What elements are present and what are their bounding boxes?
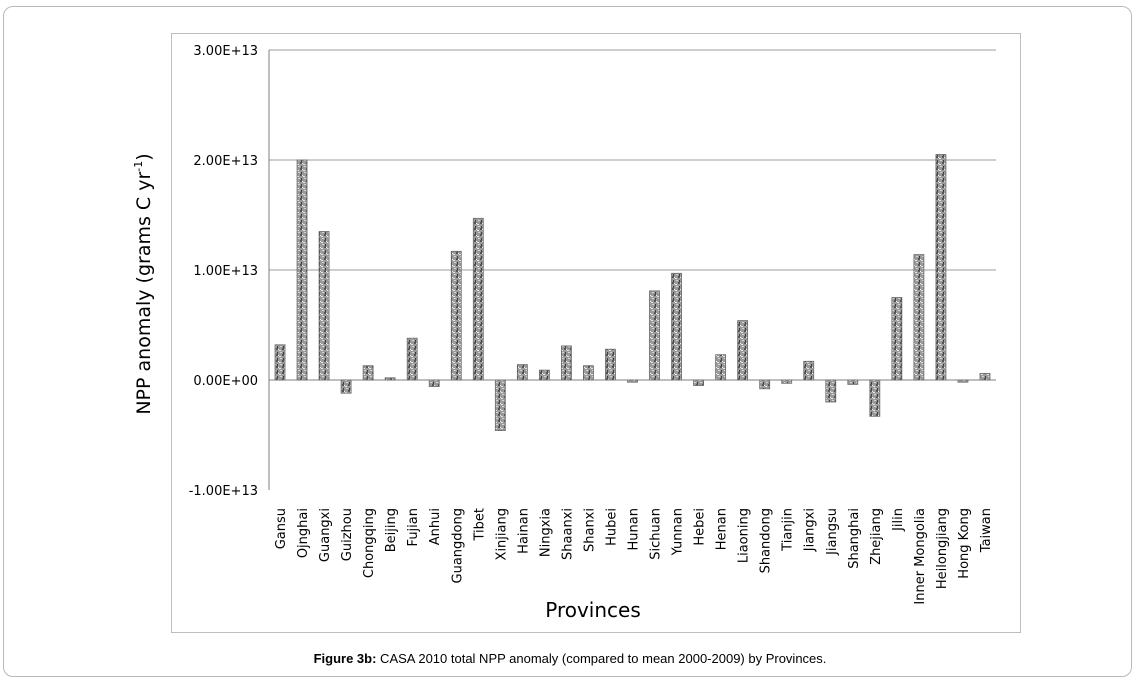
- x-tick-label: Inner Mongolia: [913, 508, 928, 605]
- x-tick-label: Tianjin: [781, 508, 796, 552]
- y-axis-label-superscript: -1: [132, 161, 145, 172]
- x-tick-label: Hubei: [604, 508, 619, 546]
- x-tick-label: Hainan: [516, 508, 531, 554]
- bar-hubei: [605, 348, 616, 381]
- y-tick-label: 3.00E+13: [193, 44, 258, 59]
- bar-shanxi: [583, 365, 594, 381]
- y-tick-label: 2.00E+13: [193, 154, 258, 169]
- bar-jiangsu: [825, 379, 837, 403]
- x-tick-label: Zhejiang: [869, 508, 884, 565]
- y-tick-label: 0.00E+00: [193, 374, 258, 389]
- x-tick-label: Jiangsu: [825, 508, 840, 556]
- tick-labels: 3.00E+13 2.00E+13 1.00E+13 0.00E+00 -1.00E+1…: [189, 44, 994, 605]
- chart-area-border: [171, 33, 1021, 633]
- bar-inner-mongolia: [913, 254, 925, 381]
- bar-ojnghai: [296, 159, 308, 381]
- bar-jiangxi: [803, 360, 815, 381]
- bar-guizhou: [340, 379, 352, 394]
- bar-fujian: [406, 337, 418, 381]
- x-tick-label: Guangdong: [450, 508, 465, 583]
- svg-text:NPP anomaly (grams C yr-1): NPP anomaly (grams C yr-1): [132, 153, 155, 414]
- bar-ningxia: [538, 369, 550, 381]
- bar-shanghai: [847, 379, 859, 385]
- x-tick-label: Gansu: [274, 508, 289, 549]
- y-axis-label-close: ): [133, 153, 155, 160]
- x-tick-label: Hebei: [693, 508, 708, 546]
- bar-yunnan: [671, 272, 682, 381]
- caption-label: Figure 3b:: [313, 651, 377, 666]
- x-tick-label: Henan: [715, 508, 730, 550]
- bar-henan: [715, 354, 727, 381]
- x-tick-label: Jiangxi: [803, 508, 818, 552]
- bar-xinjiang: [494, 379, 506, 431]
- bar-anhui: [428, 379, 440, 387]
- x-tick-label: Liaoning: [737, 508, 752, 563]
- x-tick-label: Tibet: [472, 508, 487, 542]
- x-tick-label: Shanxi: [582, 508, 597, 552]
- x-tick-label: Heilongjiang: [935, 508, 950, 589]
- bar-taiwan: [979, 372, 991, 381]
- bar-chongqing: [362, 365, 374, 381]
- bar-hebei: [693, 379, 704, 386]
- bar-hainan: [516, 364, 528, 381]
- bars: [274, 154, 991, 431]
- x-tick-label: Hunan: [627, 508, 642, 550]
- bar-shaanxi: [561, 345, 572, 381]
- bar-jilin: [891, 297, 903, 381]
- bar-hong-kong: [957, 379, 969, 383]
- bar-guangxi: [318, 231, 330, 381]
- x-tick-label: Anhui: [428, 508, 443, 545]
- x-tick-label: Sichuan: [649, 508, 664, 560]
- x-tick-label: Shaanxi: [560, 508, 575, 560]
- y-tick-label: -1.00E+13: [189, 484, 258, 499]
- x-tick-label: Fujian: [406, 508, 421, 546]
- x-axis-label: Provinces: [545, 598, 641, 622]
- figure-caption: Figure 3b: CASA 2010 total NPP anomaly (…: [0, 651, 1140, 666]
- bar-beijing: [384, 377, 396, 381]
- figure-frame: [3, 6, 1132, 677]
- x-tick-label: Guizhou: [340, 508, 355, 561]
- bar-tianjin: [781, 379, 793, 384]
- x-tick-label: Hong Kong: [957, 508, 972, 579]
- bar-shandong: [759, 379, 771, 390]
- bar-tibet: [472, 217, 484, 381]
- x-tick-label: Guangxi: [318, 508, 333, 562]
- x-tick-label: Beijing: [384, 508, 399, 552]
- x-tick-label: Jilin: [891, 508, 906, 532]
- y-axis-label-text: NPP anomaly (grams C yr: [133, 172, 155, 415]
- caption-text: CASA 2010 total NPP anomaly (compared to…: [376, 651, 827, 666]
- x-tick-label: Yunnan: [671, 508, 686, 556]
- y-axis-label: NPP anomaly (grams C yr-1): [132, 153, 155, 414]
- x-tick-label: Xinjiang: [494, 508, 509, 560]
- bar-guangdong: [450, 250, 462, 381]
- bar-gansu: [274, 344, 286, 381]
- x-tick-label: Chongqing: [362, 508, 377, 578]
- bar-hunan: [627, 379, 638, 383]
- bar-liaoning: [737, 320, 749, 381]
- x-tick-label: Ojnghai: [296, 508, 311, 558]
- x-tick-label: Ningxia: [538, 508, 553, 557]
- x-tick-label: Taiwan: [979, 508, 994, 553]
- bar-zhejiang: [869, 379, 881, 417]
- x-tick-label: Shandong: [759, 508, 774, 573]
- x-tick-label: Shanghai: [847, 508, 862, 569]
- bar-sichuan: [649, 290, 660, 381]
- gridlines: [269, 49, 996, 271]
- bar-heilongjiang: [935, 154, 947, 381]
- y-tick-label: 1.00E+13: [193, 264, 258, 279]
